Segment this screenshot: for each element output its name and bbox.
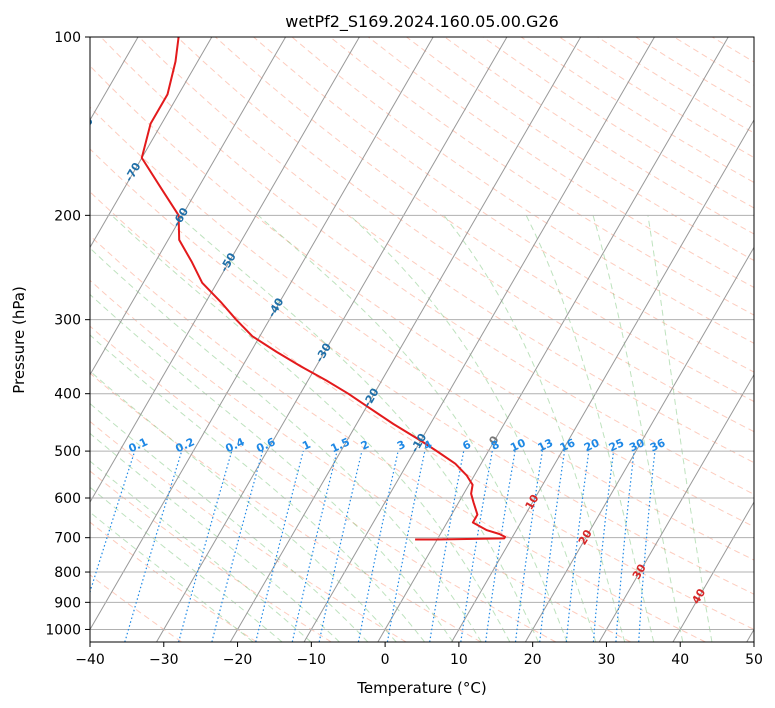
dry-adiabat (100, 37, 754, 495)
x-tick-label: 40 (671, 652, 689, 668)
x-tick-label: 20 (524, 652, 542, 668)
temperature-line (140, 37, 507, 541)
dry-adiabat (215, 37, 754, 403)
moist-adiabat (90, 432, 340, 642)
isotherm (377, 37, 729, 642)
dry-adiabat (90, 279, 631, 642)
mixing-ratio-label: 36 (648, 436, 668, 454)
dry-adiabat (367, 37, 754, 289)
moist-adiabat (90, 402, 369, 642)
x-tick-label: −40 (75, 652, 105, 668)
mixing-ratio-label: 16 (558, 436, 578, 454)
y-tick-label: 500 (54, 444, 81, 460)
mixing-ratio-line (514, 451, 543, 642)
y-tick-label: 800 (54, 565, 81, 581)
isotherm (524, 246, 754, 642)
dry-adiabat (90, 372, 482, 642)
plot-frame (89, 36, 755, 643)
y-axis: 100 200 300 400 500 600 700 800 900 1000 (45, 30, 90, 638)
moist-adiabat (90, 486, 283, 642)
x-axis: −40 −30 −20 −10 0 10 20 30 40 50 (75, 642, 763, 668)
moist-adiabat (443, 214, 626, 642)
isotherm (90, 37, 287, 376)
x-axis-label: Temperature (°C) (356, 679, 486, 697)
moist-adiabat (257, 214, 568, 642)
mixing-ratio-label: 10 (508, 436, 528, 454)
moist-adiabat (111, 214, 511, 642)
dry-adiabat (90, 325, 557, 642)
mixing-ratio-line (592, 451, 615, 642)
mixing-ratio-line (124, 450, 183, 642)
background-lines (90, 37, 754, 642)
mixing-ratio-line (211, 450, 264, 642)
mixing-ratio-line (638, 451, 656, 642)
moist-adiabat (178, 214, 539, 642)
dry-adiabat (329, 37, 754, 316)
mixing-ratio-line (178, 450, 233, 642)
chart-title: wetPf2_S169.2024.160.05.00.G26 (285, 12, 559, 32)
dry-adiabat (90, 234, 706, 642)
x-tick-label: −30 (149, 652, 179, 668)
isotherm (90, 37, 213, 249)
dry-adiabat (176, 37, 754, 433)
moist-adiabat (647, 215, 713, 642)
dry-adiabat (138, 37, 754, 464)
isotherm (156, 37, 508, 642)
mixing-ratio-line (318, 450, 363, 642)
dry-adiabat (90, 521, 257, 642)
mixing-ratio-line (615, 451, 635, 642)
x-tick-label: 30 (598, 652, 616, 668)
y-tick-label: 1000 (45, 622, 81, 638)
series-lines (140, 37, 507, 541)
y-tick-label: 300 (54, 313, 81, 329)
y-tick-label: 400 (54, 387, 81, 403)
moist-adiabat (90, 460, 312, 642)
mixing-ratio-line (539, 451, 566, 642)
dry-adiabat (90, 148, 754, 595)
y-tick-label: 100 (54, 30, 81, 46)
mixing-ratio-label: 30 (627, 436, 647, 454)
isotherm (672, 501, 754, 642)
x-tick-label: 50 (745, 652, 763, 668)
dry-adiabat (90, 574, 182, 642)
moist-adiabat (349, 214, 597, 642)
moist-adiabat (90, 334, 425, 642)
isotherm (598, 373, 754, 642)
x-tick-label: 10 (450, 652, 468, 668)
moist-adiabat (90, 247, 482, 642)
moist-adiabat (90, 370, 397, 642)
mixing-ratio-label: 25 (607, 436, 626, 454)
mixing-ratio-label: 13 (536, 436, 555, 454)
dry-adiabat (90, 65, 754, 528)
mixing-ratio-line (255, 450, 304, 642)
isotherm (303, 37, 655, 642)
mixing-ratio-label: 20 (582, 436, 602, 454)
y-axis-label: Pressure (hPa) (10, 286, 28, 394)
isotherm (451, 118, 754, 642)
x-tick-label: 0 (381, 652, 390, 668)
y-tick-label: 900 (54, 595, 81, 611)
y-tick-label: 600 (54, 491, 81, 507)
isotherm (90, 37, 360, 504)
mixing-ratio-line (291, 450, 338, 642)
x-tick-label: −20 (223, 652, 253, 668)
dry-adiabat (90, 191, 754, 630)
y-tick-label: 200 (54, 208, 81, 224)
dry-adiabat (90, 470, 332, 642)
mixing-ratio-line (485, 451, 516, 642)
mixing-ratio-line (565, 451, 590, 642)
x-tick-label: −10 (297, 652, 327, 668)
isotherm (229, 37, 582, 642)
moist-adiabat (90, 293, 454, 642)
y-tick-label: 700 (54, 531, 81, 547)
moist-adiabat (592, 215, 684, 642)
